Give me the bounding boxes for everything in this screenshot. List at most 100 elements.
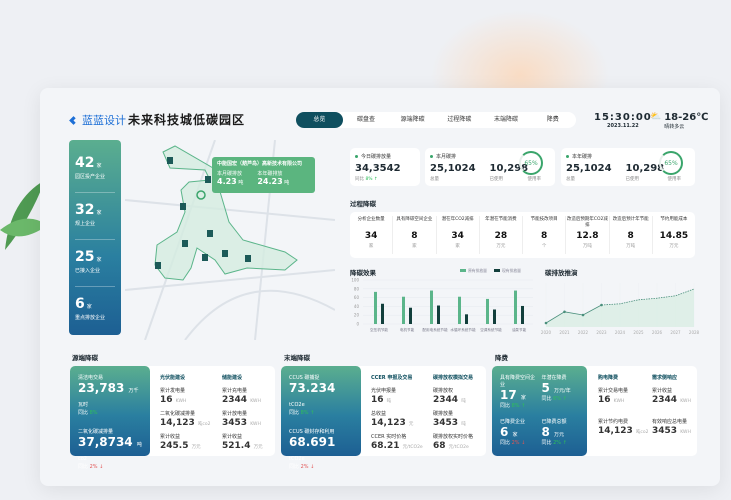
bar-0 xyxy=(430,290,433,324)
tip-year-value: 24.23 xyxy=(257,177,283,186)
metric-unit: 吨co2 xyxy=(197,422,211,427)
card-label: 本月碳排 xyxy=(430,153,550,160)
metric-label: 总收益 xyxy=(371,411,387,417)
process-item: 改造后预计年节能 8 万吨 xyxy=(610,216,653,254)
process-section-title: 过程降碳 xyxy=(350,200,376,208)
x-tick: 2023 xyxy=(596,330,607,335)
cmp-label: 同比 xyxy=(78,410,89,416)
weather-text: 晴转多云 xyxy=(664,124,685,130)
fee-metric: 已降费总额 8 万元 同比 2% ↑ xyxy=(542,418,580,449)
metric-label: 碳排放权实时价格 xyxy=(433,434,474,440)
legend-swatch xyxy=(494,269,500,272)
cmp-label: 同比 xyxy=(289,464,300,470)
metric-value: 521.4 xyxy=(222,441,251,451)
stat-unit: 家 xyxy=(96,210,102,216)
fee-metric: 已降费企业 6 家同比 2% ↓ xyxy=(500,418,538,449)
tab-4[interactable]: 末端降碳 xyxy=(494,116,519,123)
cmp-value: 6% ↑ xyxy=(553,396,567,402)
process-item: 具有降碳空间企业 8 家 xyxy=(393,216,437,254)
cmp-label: 同比 xyxy=(541,396,552,402)
tip-unit: 吨 xyxy=(284,180,290,186)
metric-label: 累计放电量 xyxy=(222,411,248,417)
process-unit: 家 xyxy=(412,244,417,249)
metric-label: 清洁电交易 xyxy=(78,375,104,381)
nav-tabs: 总览 碳盘查 源端降碳 过程降碳 末端降碳 降费 xyxy=(296,112,576,128)
y-tick: 20 xyxy=(354,313,360,318)
data-point xyxy=(600,303,603,307)
metric-label: 二氧化碳减排量 xyxy=(78,429,114,435)
metric-value: 16 xyxy=(371,395,384,405)
column-title: 碳排放权模拟交易 xyxy=(433,375,474,381)
x-tick: 配用电系统节能 xyxy=(422,327,448,332)
process-value: 8 xyxy=(540,231,548,241)
cmp-label: 同比 xyxy=(289,410,300,416)
stat-item: 6 家重点排放企业 xyxy=(75,287,115,334)
metric-unit: 万千瓦时 xyxy=(78,388,139,408)
bar-chart: 0 20 40 60 80 100 空压机节能 电机节能 配用电系统节能 水循环系统节能 空调系统节… xyxy=(351,268,533,332)
metric-value: 23,783 xyxy=(78,381,125,395)
process-unit: 个 xyxy=(541,244,547,249)
process-unit: 家 xyxy=(368,244,374,249)
cmp-value: 2% ↑ xyxy=(553,439,567,446)
process-value: 8 xyxy=(411,231,418,241)
logo: 蓝蓝设计 xyxy=(68,112,126,128)
c1-column: 购电降费 累计交易电量 16 KWH 累计节约电费 14,123 吨co2 xyxy=(598,374,648,449)
x-tick: 油泵节能 xyxy=(512,327,527,332)
stat-item: 32 家规上企业 xyxy=(75,193,115,240)
x-tick: 2024 xyxy=(615,330,626,335)
tab-0[interactable]: 总览 xyxy=(296,112,343,128)
process-value: 12.8 xyxy=(576,231,599,241)
park-stats-panel: 42 家园区投产企业 32 家规上企业 25 家已接入企业 6 家重点排放企业 xyxy=(69,140,121,335)
metric-value: 16 xyxy=(160,395,173,405)
fee-metric: 具有降费空间企业 17 家同比 8% ↑ xyxy=(500,374,538,412)
bar-0 xyxy=(402,296,405,324)
y-tick: 40 xyxy=(354,304,360,309)
metric-value: 68 xyxy=(433,441,446,451)
park-map[interactable] xyxy=(125,140,335,340)
process-stats-card: 分析企业数量 34 家 具有降碳空间企业 8 家 潜在年CO2减排 34 家 年潜在节能消费 28 万… xyxy=(350,212,695,258)
tip-year-label: 本年碳排放 xyxy=(257,171,283,177)
page-title: 未来科技城低碳园区 xyxy=(128,113,246,127)
process-label: 分析企业数量 xyxy=(357,217,385,222)
cmp-value: 2% ↓ xyxy=(89,464,104,470)
metric-label: 累计收益 xyxy=(652,388,673,394)
stat-label: 重点排放企业 xyxy=(75,315,106,321)
fee-section-title: 降费 xyxy=(495,354,508,362)
usage-ring: 65% xyxy=(519,151,543,175)
used-value: 10,298 xyxy=(625,163,665,174)
metric-label: 具有降费空间企业 xyxy=(500,375,536,388)
bar-0 xyxy=(374,291,377,324)
metric-value: 2344 xyxy=(222,395,248,405)
x-tick: 2025 xyxy=(633,330,644,335)
cmp-label: 同比 xyxy=(541,439,552,446)
metric-label: CCUS 碳捕捉 xyxy=(289,375,320,381)
year-emission-card: 本年碳排 25,1024 总量 10,298 已使用 65% 使用率 xyxy=(561,148,695,186)
c2-column: 储能建设 累计充电量 2344 KWH 累计放电量 3453 KWH 累计收益 521.4 … xyxy=(222,374,263,456)
column-title: 需求侧响应 xyxy=(652,375,678,381)
tab-5[interactable]: 降费 xyxy=(546,116,559,123)
weather-cloud-icon: ⛅ xyxy=(650,112,662,122)
cmp-value: 8% xyxy=(89,410,98,416)
stat-item: 25 家已接入企业 xyxy=(75,240,115,287)
metric-unit: KWH xyxy=(175,399,187,404)
highlight-panel: CCUS 碳捕捉 73.234 tCO2e 同比 8% ↑ CCUS 碳封存和利用… xyxy=(281,366,361,470)
cmp-value: 2% ↓ xyxy=(511,439,526,446)
metric-value: 14,123 xyxy=(160,418,195,428)
process-label: 节能技改项目 xyxy=(530,217,558,222)
process-item: 年潜在节能消费 28 万元 xyxy=(480,216,523,254)
card-label: 今日碳排放量 xyxy=(355,153,415,160)
metric-unit: KWH xyxy=(680,399,691,404)
tab-2[interactable]: 源端降碳 xyxy=(400,116,425,123)
used-label: 已使用 xyxy=(625,177,640,182)
bar-1 xyxy=(437,305,440,324)
y-tick: 100 xyxy=(351,278,359,283)
forecast-line xyxy=(601,288,695,306)
metric-unit: 吨co2 xyxy=(635,430,649,435)
highlight-panel: 具有降费空间企业 17 家同比 8% ↑ 年潜在降费 5 万元/年 同比 6% ↑ 已降费… xyxy=(492,366,587,456)
tab-3[interactable]: 过程降碳 xyxy=(447,116,472,123)
tab-1[interactable]: 碳盘查 xyxy=(357,116,376,123)
tip-month-value: 4.23 xyxy=(217,177,237,186)
rate-label: 使用率 xyxy=(527,177,542,182)
column-title: 购电降费 xyxy=(598,375,619,381)
metric-label: 累计交易电量 xyxy=(598,388,629,394)
